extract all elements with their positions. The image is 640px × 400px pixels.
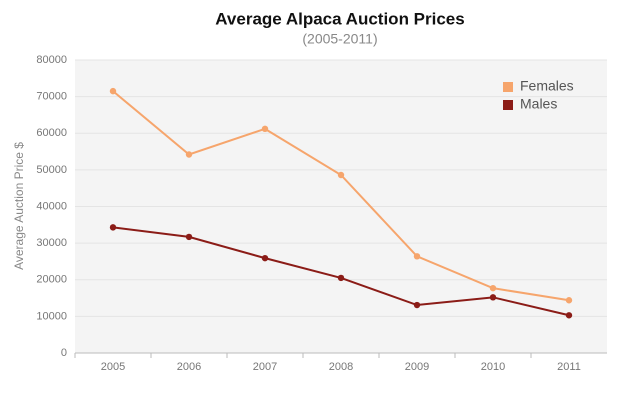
data-point (413, 253, 421, 260)
data-point (565, 297, 573, 304)
data-point (565, 312, 573, 319)
y-axis-label: Average Auction Price $ (12, 142, 26, 270)
data-point (109, 87, 117, 95)
x-tick-label: 2005 (101, 361, 125, 373)
x-tick-label: 2010 (481, 361, 505, 373)
y-tick-label: 10000 (36, 310, 67, 322)
data-point (489, 284, 497, 292)
x-tick-label: 2009 (405, 361, 429, 373)
legend-swatch (503, 82, 513, 92)
data-point (109, 224, 117, 231)
x-tick-label: 2011 (557, 361, 581, 373)
y-tick-label: 0 (61, 347, 67, 359)
data-point (261, 125, 269, 133)
data-point (337, 171, 345, 179)
legend-label: Males (520, 96, 557, 112)
x-tick-label: 2006 (177, 361, 201, 373)
data-point (489, 294, 497, 301)
y-tick-label: 30000 (36, 237, 67, 249)
x-tick-label: 2008 (329, 361, 353, 373)
data-point (185, 233, 193, 241)
y-tick-label: 80000 (36, 54, 67, 66)
y-tick-label: 70000 (36, 91, 67, 103)
y-tick-label: 20000 (36, 274, 67, 286)
data-point (413, 301, 421, 309)
y-tick-label: 40000 (36, 200, 67, 212)
x-tick-label: 2007 (253, 361, 277, 373)
data-point (185, 151, 193, 158)
data-point (337, 274, 345, 282)
chart-title: Average Alpaca Auction Prices (215, 9, 464, 28)
legend-label: Females (520, 78, 574, 94)
data-point (261, 254, 269, 262)
chart-subtitle: (2005-2011) (302, 31, 377, 47)
y-tick-label: 60000 (36, 127, 67, 139)
legend-swatch (503, 100, 513, 110)
y-tick-label: 50000 (36, 164, 67, 176)
